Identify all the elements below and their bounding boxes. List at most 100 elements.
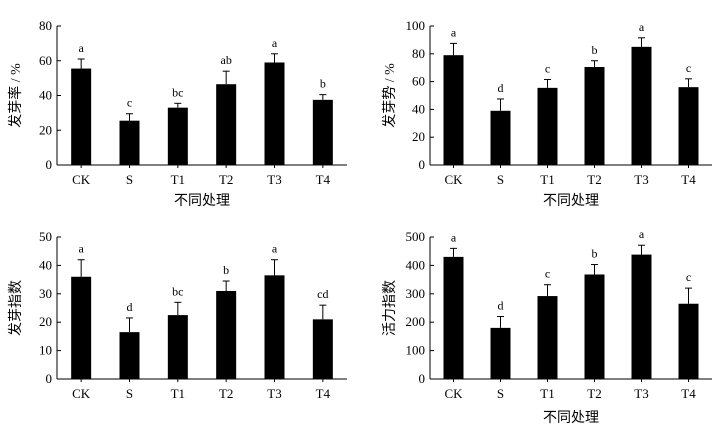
bar-CK [443, 256, 464, 379]
bar-T1 [167, 107, 188, 165]
x-tick-label: CK [72, 172, 91, 187]
x-tick-label: T1 [171, 172, 185, 187]
bar-T2 [216, 84, 237, 165]
x-tick-label: T1 [540, 386, 554, 401]
x-tick-label: T4 [681, 172, 696, 187]
y-axis-title: 发芽率 / % [7, 63, 24, 128]
bar-T3 [631, 254, 652, 379]
x-tick-label: S [497, 172, 504, 187]
y-tick-label: 500 [406, 229, 426, 244]
bar-T1 [537, 87, 558, 165]
bar-CK [443, 55, 464, 165]
significance-label: a [272, 36, 278, 50]
significance-label: c [545, 267, 550, 281]
bar-T2 [584, 67, 605, 165]
significance-label: a [272, 242, 278, 256]
bar-T3 [264, 275, 285, 379]
significance-label: a [451, 230, 457, 244]
x-tick-label: T1 [540, 172, 554, 187]
y-axis-title: 活力指数 [382, 280, 398, 336]
y-tick-label: 20 [412, 129, 425, 144]
bar-S [119, 332, 140, 379]
y-tick-label: 40 [39, 257, 52, 272]
significance-label: cd [317, 287, 328, 301]
chart-panel-1: 0 20 40 60 80 a CK c Sbc T1 ab T2 a T3 b T4 发芽率 / % 不同处理 [7, 18, 347, 209]
significance-label: a [79, 41, 85, 55]
significance-label: a [639, 20, 645, 34]
y-tick-label: 30 [39, 286, 52, 301]
bar-S [119, 120, 140, 165]
y-tick-label: 50 [39, 229, 52, 244]
significance-label: c [545, 62, 550, 76]
bar-T2 [216, 290, 237, 379]
y-tick-label: 40 [412, 101, 425, 116]
y-tick-label: 40 [39, 88, 52, 103]
x-tick-label: S [126, 172, 133, 187]
bar-T2 [584, 274, 605, 379]
significance-label: a [79, 242, 85, 256]
significance-label: b [592, 43, 598, 57]
significance-label: bc [172, 85, 183, 99]
significance-label: a [639, 227, 645, 241]
bar-T1 [537, 296, 558, 379]
x-tick-label: T4 [316, 172, 331, 187]
y-axis-title: 发芽势 / % [382, 63, 398, 128]
y-tick-label: 0 [419, 371, 426, 386]
significance-label: b [320, 77, 326, 91]
x-tick-label: T2 [219, 386, 233, 401]
y-axis-title: 发芽指数 [8, 280, 24, 336]
significance-label: c [686, 61, 691, 75]
bar-CK [71, 276, 92, 379]
significance-label: d [127, 300, 133, 314]
y-tick-label: 0 [46, 157, 53, 172]
x-axis-title: 不同处理 [543, 193, 599, 209]
x-tick-label: T4 [681, 386, 696, 401]
y-tick-label: 80 [39, 18, 52, 33]
y-tick-label: 300 [406, 286, 426, 301]
bar-T4 [678, 87, 699, 165]
bar-S [490, 110, 511, 165]
significance-label: ab [221, 53, 232, 67]
significance-label: c [127, 96, 132, 110]
chart-panel-2: 0 20 40 60 80 100 a CK d Sc T1 b T2 a T3 c T4 发芽势 / % 不同处理 [382, 18, 712, 209]
y-tick-label: 10 [39, 343, 52, 358]
y-tick-label: 60 [39, 53, 52, 68]
y-tick-label: 20 [39, 314, 52, 329]
bar-T3 [631, 46, 652, 165]
x-tick-label: S [497, 386, 504, 401]
chart-panel-3: 0 10 20 30 40 50 a CK d Sbc T1 b T2 a T3 cd T4 发芽指数 [8, 229, 347, 401]
x-tick-label: CK [72, 386, 91, 401]
x-tick-label: T4 [316, 386, 331, 401]
y-tick-label: 100 [406, 343, 426, 358]
y-tick-label: 80 [412, 46, 425, 61]
bar-T1 [167, 315, 188, 379]
y-tick-label: 100 [406, 18, 426, 33]
bar-T4 [312, 319, 333, 379]
significance-label: c [686, 270, 691, 284]
bar-T4 [678, 303, 699, 379]
significance-label: bc [172, 284, 183, 298]
significance-label: d [498, 81, 504, 95]
y-tick-label: 200 [406, 314, 426, 329]
bar-T4 [312, 99, 333, 165]
significance-label: b [223, 263, 229, 277]
x-axis-title: 不同处理 [543, 410, 599, 426]
chart-panel-4: 0 100 200 300 400 500 a CK d Sc T1 b T2 a T3 c T4 活力指数不同处… [382, 227, 712, 426]
x-tick-label: CK [444, 386, 463, 401]
y-tick-label: 20 [39, 122, 52, 137]
x-tick-label: T1 [171, 386, 185, 401]
bar-S [490, 327, 511, 379]
bar-T3 [264, 62, 285, 165]
x-tick-label: CK [444, 172, 463, 187]
y-tick-label: 400 [406, 257, 426, 272]
x-tick-label: T3 [267, 386, 281, 401]
significance-label: a [451, 25, 457, 39]
x-tick-label: S [126, 386, 133, 401]
x-tick-label: T3 [634, 386, 648, 401]
significance-label: b [592, 247, 598, 261]
y-tick-label: 0 [46, 371, 53, 386]
significance-label: d [498, 299, 504, 313]
x-axis-title: 不同处理 [174, 193, 230, 209]
x-tick-label: T3 [634, 172, 648, 187]
